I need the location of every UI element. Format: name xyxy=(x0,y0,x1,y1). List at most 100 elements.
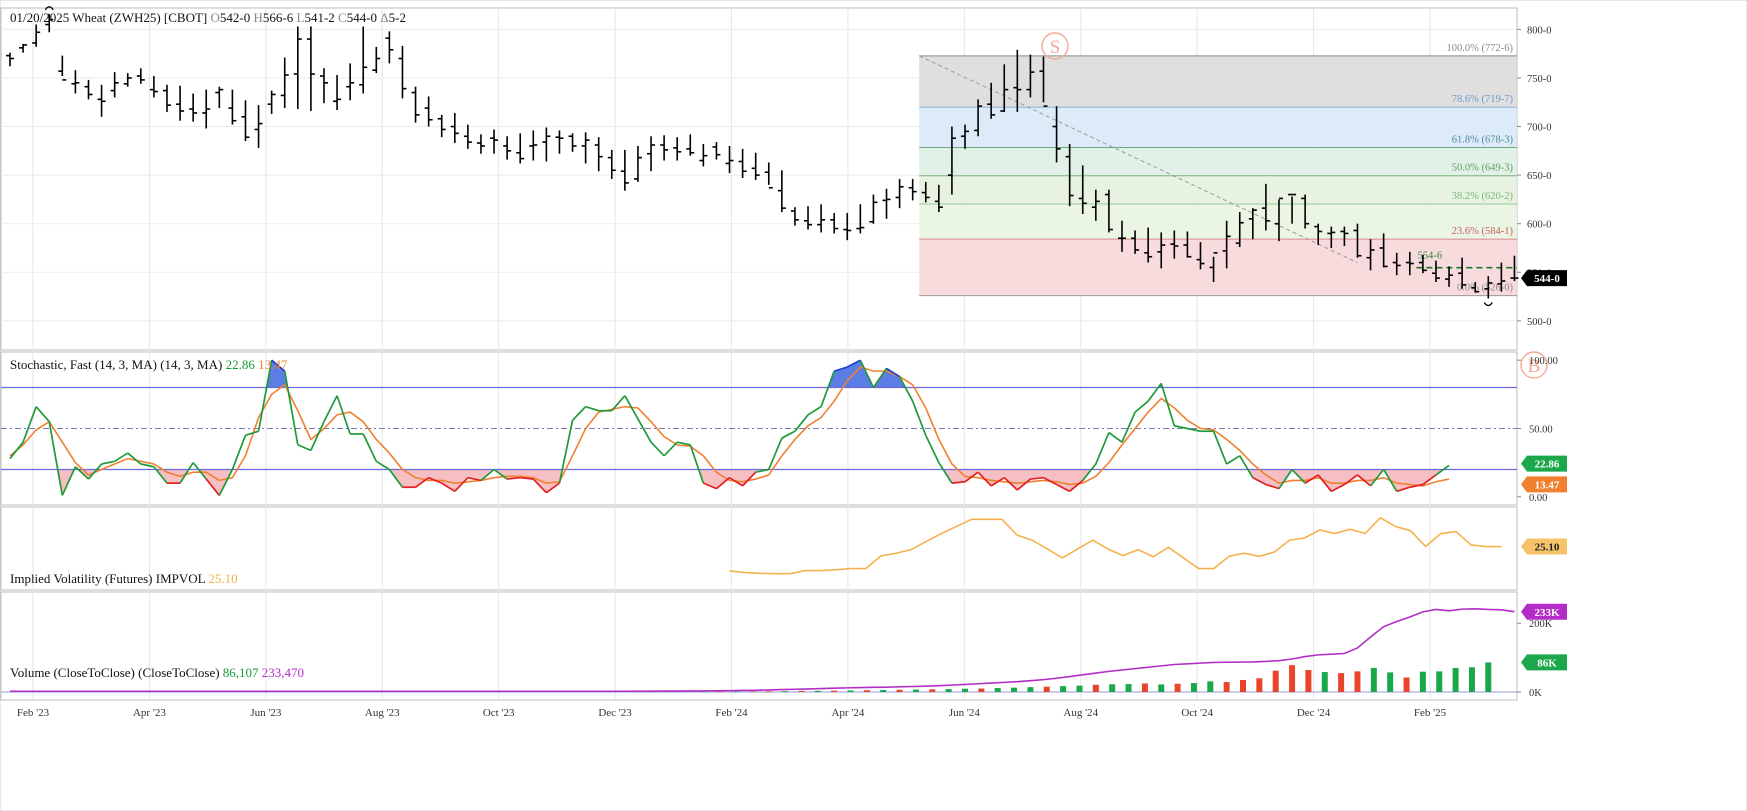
stoch-k-segment xyxy=(1265,483,1280,490)
stoch-k-segment xyxy=(624,395,639,420)
stoch-d-tag xyxy=(1521,476,1567,493)
stoch-k-segment xyxy=(114,452,129,463)
stochastic-name: Stochastic, Fast (14, 3, MA) xyxy=(10,357,157,372)
ohlc-bar xyxy=(1314,223,1323,246)
ohlc-bar xyxy=(555,130,564,154)
ohlc-bar xyxy=(463,124,472,149)
volume-panel-frame xyxy=(0,591,1518,701)
fib-zone xyxy=(919,175,1517,205)
ohlc-bar xyxy=(633,145,642,182)
stoch-k-segment xyxy=(886,367,901,378)
stoch-k-segment xyxy=(1212,430,1228,465)
fib-zone xyxy=(919,55,1517,108)
ohlc-bar xyxy=(215,86,224,109)
stoch-k-segment xyxy=(741,471,757,487)
stoch-k-segment xyxy=(1082,463,1097,481)
volume-bar xyxy=(1141,683,1148,692)
volume-bar xyxy=(1452,667,1459,692)
stoch-d-line xyxy=(9,366,1450,487)
volume-bar xyxy=(1011,687,1018,692)
volume-bar xyxy=(1289,665,1296,692)
ivol-line xyxy=(729,516,1502,575)
stoch-k-segment xyxy=(61,466,77,496)
fib-zone xyxy=(919,204,1517,240)
stoch-k-segment xyxy=(257,360,273,432)
y-tick-label: 600-0 xyxy=(1527,220,1552,231)
stoch-k-segment xyxy=(1343,474,1358,486)
y-tick-label: 500-0 xyxy=(1527,317,1552,328)
volume-bar xyxy=(765,691,772,692)
stoch-k-segment xyxy=(650,441,665,457)
volume-bar xyxy=(912,689,919,692)
buy-marker-text: B xyxy=(1528,356,1541,377)
x-tick-label: Oct '23 xyxy=(483,707,515,719)
ohlc-bar xyxy=(503,136,512,160)
header-change: 5-2 xyxy=(388,10,407,25)
stoch-k-segment xyxy=(951,480,966,484)
ohlc-bar xyxy=(254,105,263,148)
ohlc-bar xyxy=(961,124,970,149)
ohlc-bar xyxy=(1379,233,1388,268)
ohlc-bar xyxy=(712,142,721,160)
fib-zone xyxy=(919,147,1517,176)
ohlc-bar xyxy=(804,206,813,230)
stoch-k-segment xyxy=(729,476,744,487)
ohlc-bar xyxy=(1458,257,1467,289)
volume-bar xyxy=(1419,671,1426,692)
volume-bar xyxy=(1354,671,1361,692)
fib-level-label: 78.6% (719-7) xyxy=(1452,94,1514,105)
ohlc-bar xyxy=(1484,276,1493,299)
fib-level-label: 61.8% (678-3) xyxy=(1452,135,1514,146)
stoch-k-segment xyxy=(689,444,705,484)
ohlc-bar xyxy=(372,46,381,74)
stoch-k-segment xyxy=(271,359,286,372)
stoch-k-segment xyxy=(1396,486,1411,493)
x-tick-label: Dec '23 xyxy=(598,707,632,719)
stoch-k-segment xyxy=(1278,469,1293,490)
fib-zone xyxy=(919,107,1517,148)
ohlc-bar xyxy=(1418,254,1427,274)
sell-marker-text: S xyxy=(1050,37,1061,58)
ivol-panel-header: Implied Volatility (Futures) IMPVOL 25.1… xyxy=(10,571,238,587)
x-tick-label: Aug '23 xyxy=(365,707,400,719)
ohlc-bar xyxy=(45,13,54,33)
ohlc-bar xyxy=(1248,208,1257,240)
buy-marker: B xyxy=(1520,351,1548,379)
stochastic-k-value: 22.86 xyxy=(225,357,255,372)
stoch-k-segment xyxy=(1291,468,1306,484)
y-tick-label: 700-0 xyxy=(1527,123,1552,134)
ohlc-bar xyxy=(1353,223,1362,258)
stoch-k-segment xyxy=(558,420,574,484)
stoch-k-segment xyxy=(545,482,560,494)
stoch-k-segment xyxy=(245,430,259,437)
volume-panel-header: Volume (CloseToClose) (CloseToClose) 86,… xyxy=(10,665,304,681)
stoch-k-segment xyxy=(1095,432,1110,465)
ohlc-bar xyxy=(869,194,878,224)
stoch-k-segment xyxy=(87,463,103,480)
ohlc-bar xyxy=(947,126,956,195)
ohlc-bar xyxy=(529,130,538,161)
fib-trendline xyxy=(919,55,1358,264)
stoch-y-tick-label: 50.00 xyxy=(1529,425,1553,436)
stoch-k-segment xyxy=(1382,469,1398,492)
ohlc-bar xyxy=(830,213,839,234)
stoch-y-tick-label: 0.00 xyxy=(1529,493,1547,504)
volume-bar xyxy=(782,691,789,692)
ohlc-bar xyxy=(398,45,407,99)
volume-bar xyxy=(962,688,969,692)
stoch-k-segment xyxy=(1043,476,1057,486)
stoch-k-segment xyxy=(1003,477,1018,491)
ohlc-bar xyxy=(293,26,302,110)
ohlc-bar xyxy=(673,137,682,161)
stoch-k-segment xyxy=(820,370,835,407)
volume-bar xyxy=(1321,672,1328,692)
ohlc-bar xyxy=(319,68,328,104)
ohlc-bar xyxy=(817,204,826,233)
ohlc-bar xyxy=(228,89,237,125)
ohlc-bar xyxy=(1497,262,1506,292)
x-tick-label: Feb '24 xyxy=(715,707,748,719)
volume-bar xyxy=(1027,687,1034,692)
ohlc-bar xyxy=(189,93,198,122)
stoch-k-segment xyxy=(179,462,194,484)
ohlc-bar xyxy=(594,137,603,172)
